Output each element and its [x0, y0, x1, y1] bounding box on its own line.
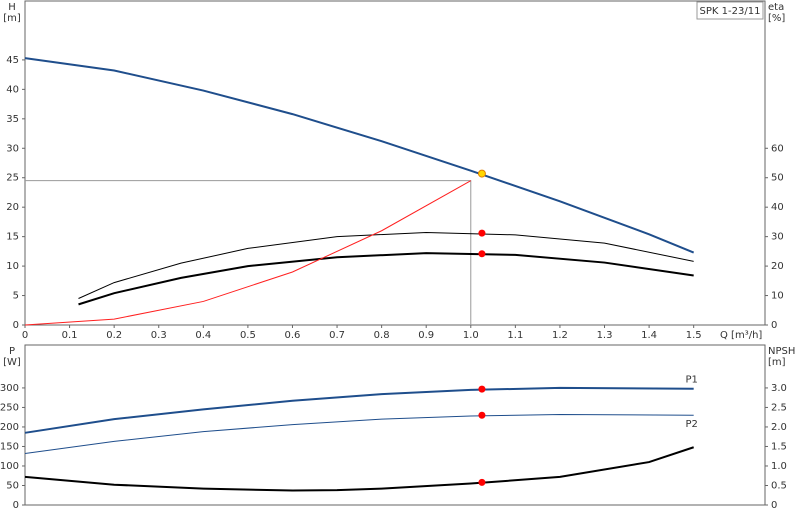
plot-frame	[24, 0, 766, 326]
y-tick-label: 200	[0, 422, 19, 433]
x-tick-label: 0.6	[285, 330, 301, 341]
y-tick-label: 25	[6, 173, 19, 184]
x-tick-label: 0.7	[329, 330, 345, 341]
legend-box	[696, 1, 764, 20]
y-tick-label: 40	[6, 84, 19, 95]
curve	[24, 180, 472, 326]
operating-point	[478, 411, 486, 419]
x-tick-label: 1.0	[463, 330, 479, 341]
y2-axis-title: NPSH	[768, 346, 795, 357]
y-axis-title: P	[9, 346, 15, 357]
x-tick-label: 0	[22, 330, 28, 341]
x-axis-title: Q [m³/h]	[720, 330, 762, 341]
y-tick-label: 300	[0, 383, 19, 394]
y2-tick-label: 1.5	[771, 441, 787, 452]
y2-tick-label: 10	[771, 291, 784, 302]
curve	[24, 57, 695, 254]
operating-point	[478, 229, 486, 237]
y2-tick-label: 3.0	[771, 383, 787, 394]
y2-tick-label: 20	[771, 261, 784, 272]
curve	[25, 180, 472, 325]
y-tick-label: 15	[6, 232, 19, 243]
y2-tick-label: 60	[771, 143, 784, 154]
plot-frame	[24, 344, 766, 506]
y-tick-label: 30	[6, 143, 19, 154]
operating-point	[478, 478, 486, 486]
curve	[24, 446, 694, 492]
y-axis-title: H	[8, 2, 16, 13]
curve	[78, 252, 694, 306]
y2-axis-unit: [%]	[768, 13, 785, 24]
y-tick-label: 0	[13, 500, 19, 511]
x-tick-label: 0.3	[151, 330, 167, 341]
x-tick-label: 0.5	[240, 330, 256, 341]
y2-tick-label: 1.0	[771, 461, 787, 472]
y-tick-label: 0	[13, 320, 19, 331]
curve-label: P2	[685, 419, 697, 430]
y2-tick-label: 30	[771, 232, 784, 243]
operating-point	[477, 169, 486, 178]
y-axis-unit: [W]	[3, 357, 21, 368]
y-tick-label: 35	[6, 114, 19, 125]
y2-tick-label: 40	[771, 202, 784, 213]
x-tick-label: 1.4	[641, 330, 657, 341]
curve	[24, 386, 694, 434]
y-tick-label: 100	[0, 461, 19, 472]
curve	[78, 232, 694, 299]
y-tick-label: 150	[0, 441, 19, 452]
x-tick-label: 1.2	[552, 330, 568, 341]
y2-axis-title: eta	[768, 2, 784, 13]
y-tick-label: 20	[6, 202, 19, 213]
y-tick-label: 50	[6, 480, 19, 491]
curve	[24, 413, 694, 454]
y2-tick-label: 2.5	[771, 402, 787, 413]
curve-label: P1	[685, 375, 697, 386]
x-tick-label: 1.3	[597, 330, 613, 341]
x-tick-label: 0.9	[418, 330, 434, 341]
y2-tick-label: 0	[771, 500, 777, 511]
y-tick-label: 250	[0, 402, 19, 413]
y2-axis-unit: [m]	[768, 357, 786, 368]
y2-tick-label: 50	[771, 173, 784, 184]
x-tick-label: 0.1	[62, 330, 78, 341]
y2-tick-label: 0	[771, 320, 777, 331]
operating-point	[478, 250, 486, 258]
y-tick-label: 10	[6, 261, 19, 272]
y-axis-unit: [m]	[3, 13, 21, 24]
x-tick-label: 1.1	[507, 330, 523, 341]
x-tick-label: 0.2	[106, 330, 122, 341]
x-tick-label: 0.4	[195, 330, 211, 341]
legend-title: SPK 1-23/11	[700, 6, 761, 17]
x-tick-label: 0.8	[374, 330, 390, 341]
y2-tick-label: 2.0	[771, 422, 787, 433]
y2-tick-label: 0.5	[771, 480, 787, 491]
operating-point	[478, 385, 486, 393]
y-tick-label: 45	[6, 55, 19, 66]
y-tick-label: 5	[13, 291, 19, 302]
x-tick-label: 1.5	[686, 330, 702, 341]
